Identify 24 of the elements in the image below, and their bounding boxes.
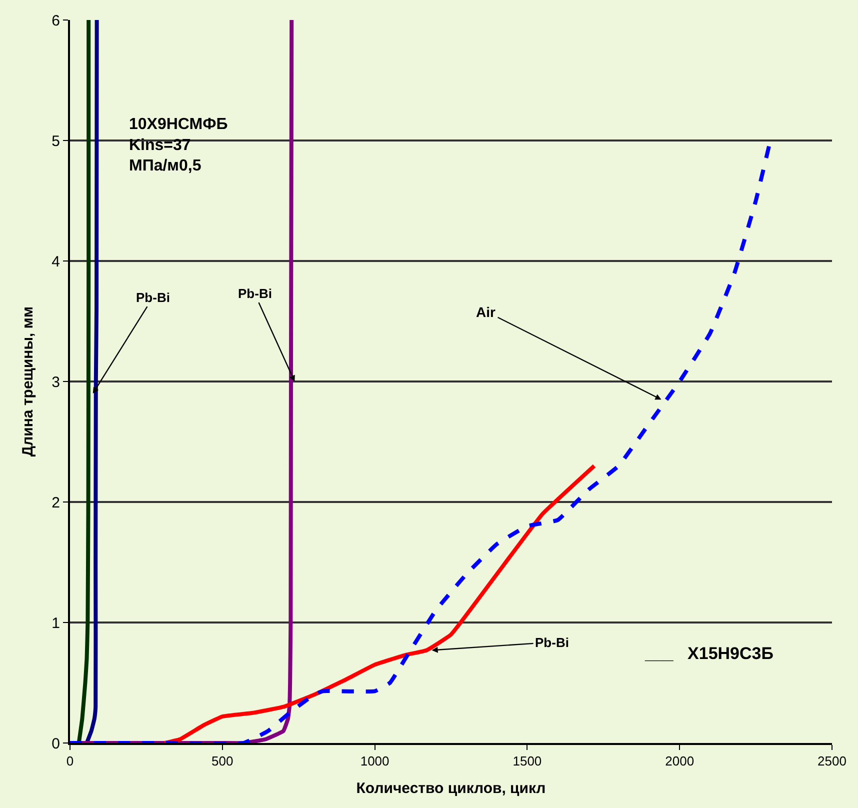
annotation: Pb-Bi — [535, 635, 569, 650]
annotation: ___ Х15Н9С3Б — [644, 644, 774, 663]
line-series — [76, 20, 91, 743]
y-tick-label: 0 — [52, 735, 60, 752]
y-tick-label: 4 — [52, 253, 60, 270]
annotation: Air — [476, 304, 496, 320]
annotation: Pb-Bi — [136, 290, 170, 305]
x-tick-label: 2000 — [665, 754, 694, 769]
y-tick-label: 5 — [52, 132, 60, 150]
annotation: 10Х9НСМФБ Kins=37 МПа/м0,5 — [129, 116, 228, 175]
y-tick-label: 2 — [52, 494, 60, 512]
x-tick-label: 0 — [66, 754, 74, 769]
y-tick-label: 1 — [52, 614, 60, 632]
line-series — [84, 20, 99, 743]
y-axis-title: Длина трещины, мм — [19, 306, 36, 457]
line-series — [162, 464, 596, 743]
x-tick-label: 1500 — [512, 754, 542, 769]
x-axis-title: Количество циклов, цикл — [356, 780, 546, 798]
y-tick-label: 3 — [52, 374, 60, 391]
x-tick-label: 1000 — [360, 754, 390, 769]
y-tick-label: 6 — [52, 12, 60, 30]
x-tick-label: 500 — [212, 754, 234, 769]
annotation: Pb-Bi — [238, 286, 272, 301]
x-tick-label: 2500 — [818, 754, 846, 769]
